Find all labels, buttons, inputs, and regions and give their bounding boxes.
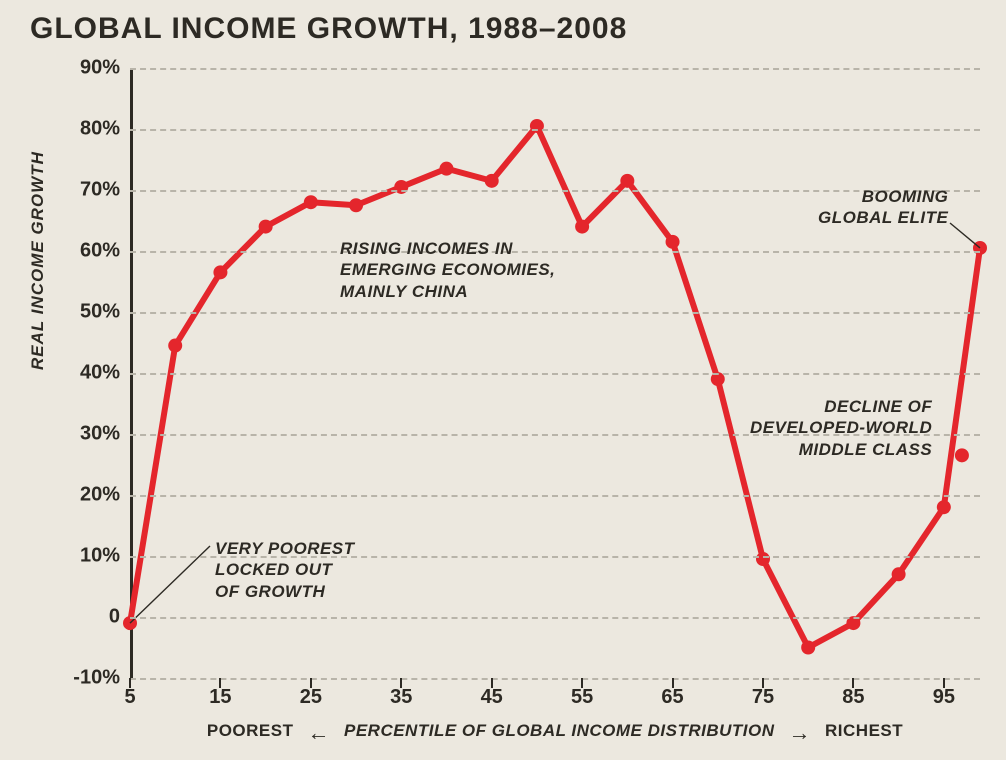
y-tick-label: 50% [80,301,130,324]
data-marker [801,641,815,655]
gridline [130,129,980,131]
data-marker [575,220,589,234]
data-marker [349,198,363,212]
y-tick-label: 30% [80,423,130,446]
gridline [130,495,980,497]
x-tick-label: 95 [933,678,955,709]
data-marker [168,339,182,353]
data-marker [937,500,951,514]
annotation-poorest: VERY POOREST LOCKED OUT OF GROWTH [215,538,355,602]
data-marker [756,552,770,566]
y-tick-label: 60% [80,240,130,263]
data-marker [955,448,969,462]
x-tick-label: 55 [571,678,593,709]
annotation-elite: BOOMING GLOBAL ELITE [818,186,948,229]
chart-plot-area: -10%010%20%30%40%50%60%70%80%90%51525354… [130,68,980,678]
x-tick-label: 45 [481,678,503,709]
y-tick-label: 80% [80,118,130,141]
gridline [130,373,980,375]
x-axis-label-row: POOREST ← PERCENTILE OF GLOBAL INCOME DI… [130,720,980,742]
y-tick-label: 20% [80,484,130,507]
y-tick-label: 40% [80,362,130,385]
chart-title: GLOBAL INCOME GROWTH, 1988–2008 [30,12,627,46]
data-marker [485,174,499,188]
x-tick-label: 65 [661,678,683,709]
x-axis-left-label: POOREST [207,721,294,741]
data-marker [666,235,680,249]
x-tick-label: 35 [390,678,412,709]
gridline [130,68,980,70]
x-tick-label: 5 [124,678,135,709]
gridline [130,312,980,314]
x-tick-label: 25 [300,678,322,709]
arrow-right-icon: → [789,722,812,744]
y-tick-label: -10% [73,667,130,690]
data-marker [892,567,906,581]
y-tick-label: 10% [80,545,130,568]
y-tick-label: 0 [109,606,130,629]
data-marker [259,220,273,234]
y-tick-label: 70% [80,179,130,202]
x-axis-right-label: RICHEST [825,721,903,741]
x-tick-label: 85 [842,678,864,709]
data-marker [620,174,634,188]
arrow-left-icon: ← [307,722,330,744]
data-marker [439,162,453,176]
data-marker [213,265,227,279]
data-marker [304,195,318,209]
y-tick-label: 90% [80,57,130,80]
x-tick-label: 15 [209,678,231,709]
gridline [130,617,980,619]
x-tick-label: 75 [752,678,774,709]
annotation-emerging: RISING INCOMES IN EMERGING ECONOMIES, MA… [340,238,555,302]
annotation-leader [950,223,980,248]
y-axis-label: REAL INCOME GROWTH [28,151,48,370]
x-axis-center-label: PERCENTILE OF GLOBAL INCOME DISTRIBUTION [344,721,775,741]
annotation-middleclass: DECLINE OF DEVELOPED-WORLD MIDDLE CLASS [750,396,932,460]
